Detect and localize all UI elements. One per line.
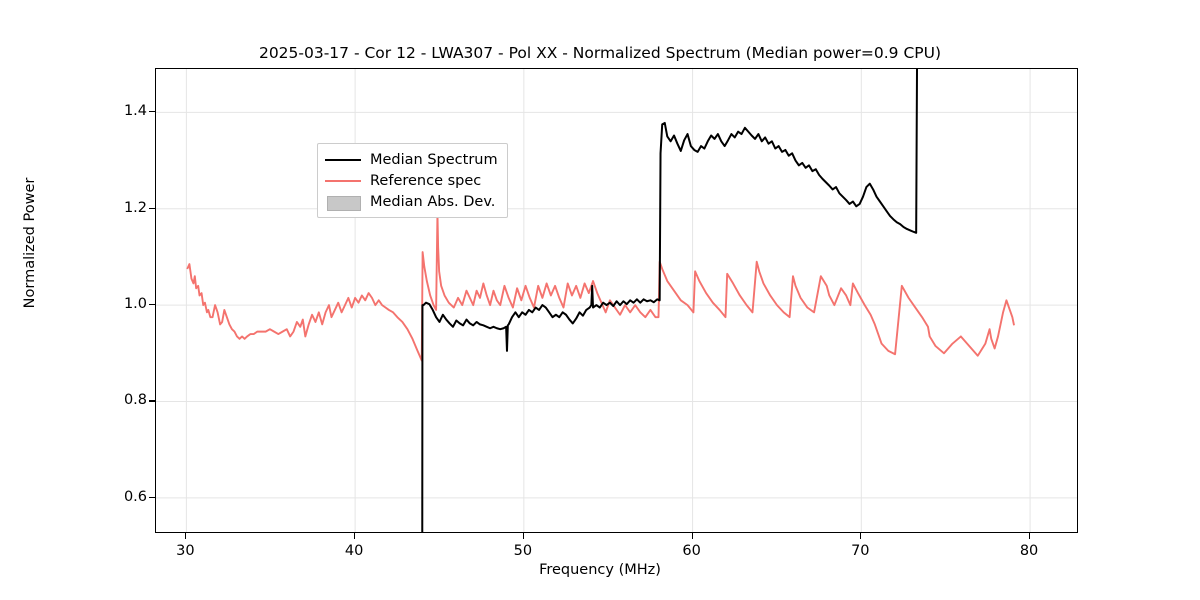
y-tick-mark xyxy=(149,496,155,498)
x-tick-mark xyxy=(691,533,693,539)
legend-key-reference-spec xyxy=(325,174,361,188)
y-tick-mark xyxy=(149,207,155,209)
y-tick-label: 0.8 xyxy=(123,392,147,409)
x-tick-label: 50 xyxy=(513,543,533,559)
x-tick-label: 70 xyxy=(851,543,870,559)
y-tick-label: 1.4 xyxy=(123,103,147,120)
y-tick-mark xyxy=(149,304,155,306)
series-median-spectrum xyxy=(421,69,919,532)
legend-entry-median-abs-dev: Median Abs. Dev. xyxy=(325,191,498,212)
legend-entry-reference-spec: Reference spec xyxy=(325,170,498,191)
legend-key-median-spectrum xyxy=(325,153,361,167)
y-tick-label: 1.2 xyxy=(123,199,147,216)
x-tick-label: 60 xyxy=(682,543,701,559)
legend-label-median-abs-dev: Median Abs. Dev. xyxy=(370,193,496,210)
legend-entry-median-spectrum: Median Spectrum xyxy=(325,149,498,170)
y-tick-label: 1.0 xyxy=(123,296,147,313)
x-tick-mark xyxy=(522,533,524,539)
series-reference-spec xyxy=(186,212,1015,362)
legend-line-black xyxy=(325,158,361,161)
plot-area: Median Spectrum Reference spec Median Ab… xyxy=(155,68,1078,533)
legend-patch-gray xyxy=(327,195,361,211)
y-tick-mark xyxy=(149,400,155,402)
legend-label-reference-spec: Reference spec xyxy=(370,172,482,189)
x-tick-label: 30 xyxy=(176,543,195,559)
x-tick-mark xyxy=(354,533,356,539)
legend-key-median-abs-dev xyxy=(325,195,361,211)
y-tick-label: 0.6 xyxy=(123,488,147,505)
x-tick-mark xyxy=(185,533,187,539)
legend-box[interactable]: Median Spectrum Reference spec Median Ab… xyxy=(317,143,508,218)
y-axis-label: Normalized Power xyxy=(22,177,38,309)
chart-title: 2025-03-17 - Cor 12 - LWA307 - Pol XX - … xyxy=(258,44,942,62)
x-axis-label: Frequency (MHz) xyxy=(539,562,661,578)
x-tick-mark xyxy=(860,533,862,539)
x-tick-mark xyxy=(1029,533,1031,539)
spectrum-svg xyxy=(156,69,1077,532)
x-tick-label: 80 xyxy=(1019,543,1039,559)
y-tick-mark xyxy=(149,111,155,113)
gridlines xyxy=(156,69,1077,532)
series-layer xyxy=(186,69,1015,532)
legend-label-median-spectrum: Median Spectrum xyxy=(370,151,498,168)
legend-line-red xyxy=(325,179,361,182)
x-tick-label: 40 xyxy=(344,543,364,559)
